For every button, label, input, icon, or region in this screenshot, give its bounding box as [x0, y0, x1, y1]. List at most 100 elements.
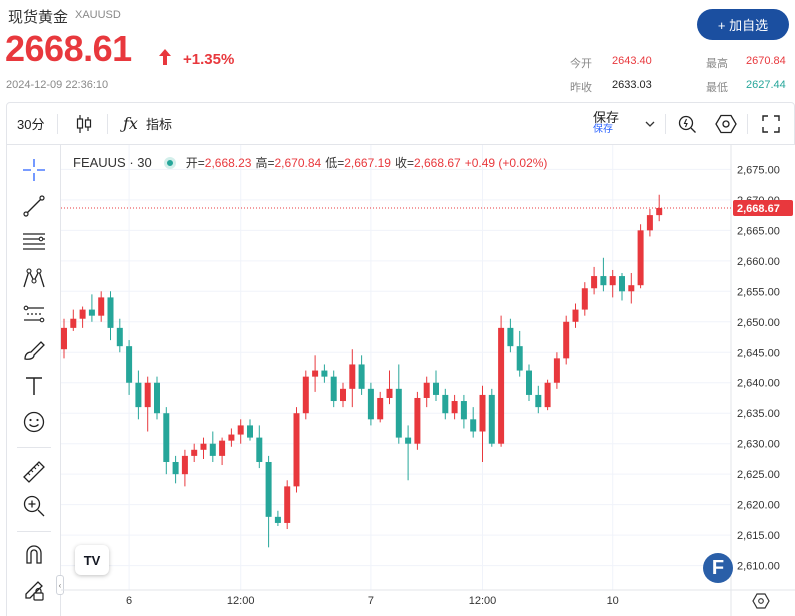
candle-body [572, 309, 579, 322]
last-price-tag [733, 199, 793, 216]
candle-body [442, 394, 449, 414]
candle-body [451, 401, 458, 414]
legend-high: 2,670.84 [274, 155, 322, 170]
candle-body [209, 443, 216, 456]
open-label: 开= [185, 156, 205, 170]
candle-body [330, 376, 337, 402]
candle-body [154, 382, 160, 414]
save-label: 保存 [593, 110, 620, 126]
y-tick-label: 2,675.00 [737, 164, 780, 176]
low-value: 2627.44 [746, 79, 786, 91]
y-tick-label: 2,610.00 [737, 561, 780, 573]
x-tick-label: 10 [607, 595, 619, 607]
candle-body [98, 297, 105, 316]
up-arrow-icon [159, 49, 171, 65]
ruler-icon[interactable] [21, 459, 47, 485]
fullscreen-button[interactable] [762, 103, 780, 144]
magnet-icon[interactable] [21, 541, 47, 567]
prev-close-label: 昨收 [570, 82, 592, 94]
toolbar-divider [57, 114, 58, 134]
candle-body [163, 413, 170, 462]
chart-toolbar: 30分 ƒx 指标 保存 保存 [6, 102, 795, 145]
quick-search-button[interactable] [677, 103, 697, 144]
quote-header: 现货黄金 XAUUSD 2668.61 +1.35% 2024-12-09 22… [0, 0, 795, 102]
chevron-down-icon [645, 121, 655, 127]
candle-body [386, 388, 393, 398]
candle-body [535, 394, 542, 408]
high-value: 2670.84 [746, 55, 786, 67]
chart-area[interactable]: 2,675.002,670.002,665.002,660.002,655.00… [61, 145, 795, 616]
candle-body [405, 437, 412, 444]
candle-body [228, 434, 235, 441]
candle-body [302, 376, 309, 414]
candle-body [619, 276, 625, 292]
emoji-icon[interactable] [21, 409, 47, 435]
trendline-icon[interactable] [21, 193, 47, 219]
legend-change: +0.49 (+0.02%) [464, 155, 548, 170]
candle-body [191, 449, 198, 456]
indicators-button[interactable]: ƒx 指标 [123, 103, 172, 144]
quote-timestamp: 2024-12-09 22:36:10 [6, 79, 109, 91]
y-tick-label: 2,635.00 [737, 408, 780, 420]
instrument-name: 现货黄金 [8, 9, 69, 26]
candle-type-button[interactable] [75, 103, 93, 144]
fib-retracement-icon[interactable] [21, 229, 47, 255]
low-label: 低= [325, 156, 345, 170]
zoom-in-icon[interactable] [21, 493, 47, 519]
site-logo[interactable]: F [703, 553, 733, 583]
toolbar-divider [107, 114, 108, 134]
y-tick-label: 2,660.00 [737, 256, 780, 268]
legend-close: 2,668.67 [413, 155, 461, 170]
last-price: 2668.61 [5, 28, 132, 69]
projection-icon[interactable] [21, 301, 47, 327]
x-tick-label: 6 [126, 595, 132, 607]
crosshair-icon[interactable] [21, 157, 47, 183]
interval-button[interactable]: 30分 [17, 117, 45, 132]
candle-body [88, 309, 95, 316]
candle-body [367, 388, 374, 420]
candle-body [237, 425, 244, 435]
candle-body [349, 364, 356, 389]
collapse-toolbar-button[interactable]: ‹ [56, 575, 64, 595]
candle-body [544, 382, 551, 408]
x-tick-label: 7 [368, 595, 374, 607]
candle-body [563, 321, 570, 359]
candle-body [507, 327, 514, 347]
indicators-label: 指标 [145, 117, 172, 132]
price-chart[interactable]: 2,675.002,670.002,665.002,660.002,655.00… [61, 145, 795, 616]
tools-divider [17, 447, 51, 448]
legend-open: 2,668.23 [204, 155, 252, 170]
candle-body [516, 346, 523, 371]
candle-body [274, 516, 281, 523]
y-tick-label: 2,640.00 [737, 378, 780, 390]
candle-body [200, 443, 207, 450]
lock-drawing-icon[interactable] [21, 577, 47, 603]
y-tick-label: 2,645.00 [737, 347, 780, 359]
y-tick-label: 2,625.00 [737, 469, 780, 481]
tradingview-logo[interactable]: TV [75, 545, 109, 575]
save-dropdown-button[interactable] [645, 103, 655, 144]
text-icon[interactable] [21, 373, 47, 399]
candle-body [526, 370, 532, 395]
candle-body [553, 358, 560, 383]
y-tick-label: 2,620.00 [737, 500, 780, 512]
tools-divider [17, 531, 51, 532]
save-button[interactable]: 保存 保存 [593, 103, 619, 144]
candle-body [479, 394, 486, 432]
candle-body [340, 388, 346, 402]
legend-symbol: FEAUUS · 30 [73, 155, 152, 170]
brush-icon[interactable] [21, 337, 47, 363]
low-label: 最低 [706, 82, 728, 94]
pattern-icon[interactable] [21, 265, 47, 291]
candle-body [116, 327, 123, 347]
settings-button[interactable] [715, 103, 737, 144]
add-watchlist-button[interactable]: + 加自选 [697, 9, 789, 40]
candle-body [256, 437, 263, 462]
candle-body [181, 455, 188, 475]
y-tick-label: 2,665.00 [737, 225, 780, 237]
fullscreen-icon [762, 114, 780, 133]
market-status-dot [163, 156, 176, 169]
axis-settings-icon[interactable] [752, 593, 770, 609]
candle-body [284, 486, 291, 523]
ohlc-legend: FEAUUS · 30 开= 2,668.23 高= 2,670.84 低= 2… [73, 154, 551, 171]
